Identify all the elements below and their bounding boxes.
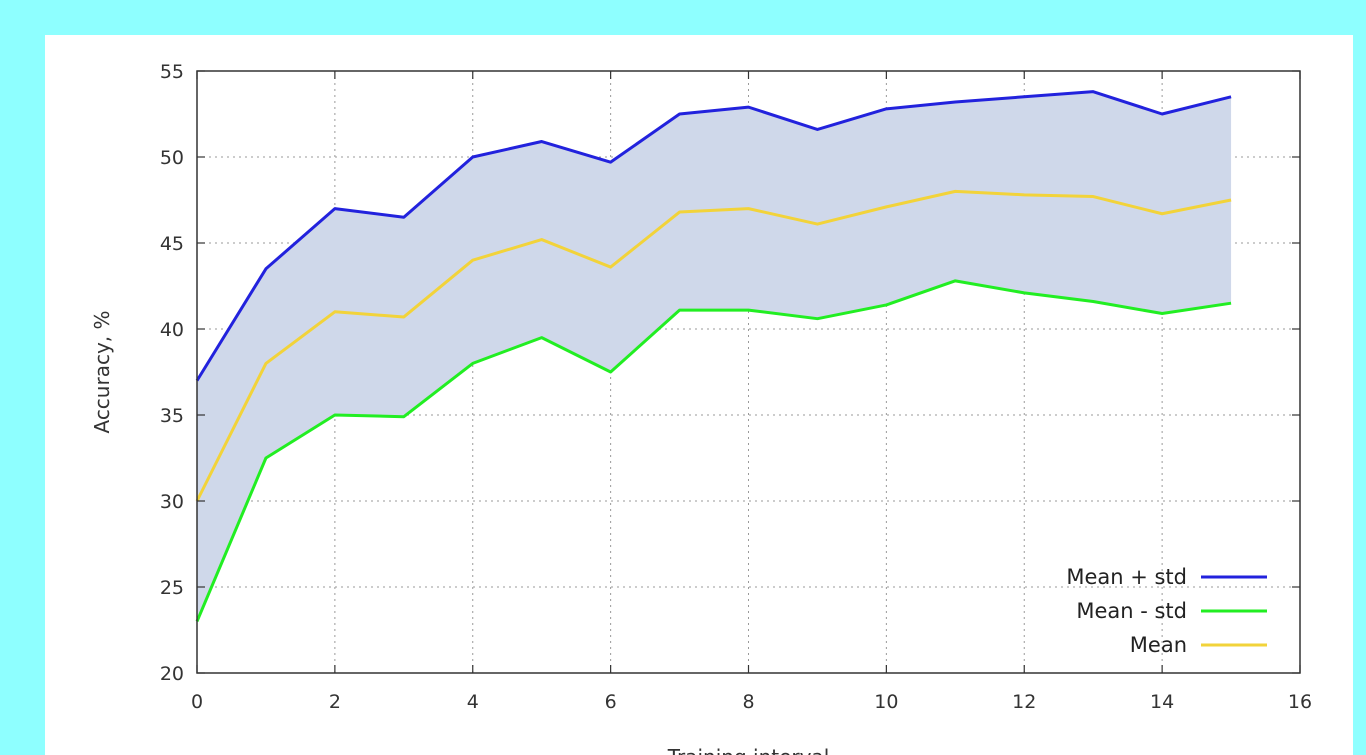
y-tick-label: 30 xyxy=(160,491,184,513)
x-tick-label: 16 xyxy=(1288,691,1312,713)
x-tick-label: 0 xyxy=(191,691,203,713)
y-tick-label: 20 xyxy=(160,663,184,685)
x-tick-label: 12 xyxy=(1012,691,1036,713)
y-tick-label: 35 xyxy=(160,405,184,427)
legend: Mean + std Mean - std Mean xyxy=(1066,565,1267,657)
std-band-area xyxy=(197,91,1232,622)
y-tick-label: 45 xyxy=(160,233,184,255)
x-tick-label: 2 xyxy=(329,691,341,713)
y-axis-title: Accuracy, % xyxy=(90,310,114,433)
legend-label-mean-std: Mean - std xyxy=(1076,599,1187,623)
x-axis-title: Training interval xyxy=(667,745,830,755)
x-tick-label: 4 xyxy=(467,691,479,713)
x-tick-label: 8 xyxy=(742,691,754,713)
x-tick-label: 10 xyxy=(874,691,898,713)
y-tick-label: 55 xyxy=(160,61,184,83)
y-tick-label: 50 xyxy=(160,147,184,169)
x-tick-label: 6 xyxy=(605,691,617,713)
accuracy-line-chart: 0 2 4 6 8 10 12 14 16 20 25 30 35 40 45 50 55 Mean + std… xyxy=(90,61,1312,755)
series-line-mean-std xyxy=(195,90,1232,382)
x-tick-label: 14 xyxy=(1150,691,1174,713)
y-tick-label: 25 xyxy=(160,577,184,599)
legend-label-mean-std: Mean + std xyxy=(1066,565,1187,589)
series-line-mean-std xyxy=(195,279,1232,622)
line-layer xyxy=(195,90,1232,622)
chart-panel: 0 2 4 6 8 10 12 14 16 20 25 30 35 40 45 50 55 Mean + std… xyxy=(45,35,1353,755)
band-layer xyxy=(197,91,1232,622)
axis-layer: 0 2 4 6 8 10 12 14 16 20 25 30 35 40 45 50 55 xyxy=(160,61,1312,713)
y-tick-label: 40 xyxy=(160,319,184,341)
legend-label-mean: Mean xyxy=(1130,633,1187,657)
series-line-mean xyxy=(195,189,1232,502)
